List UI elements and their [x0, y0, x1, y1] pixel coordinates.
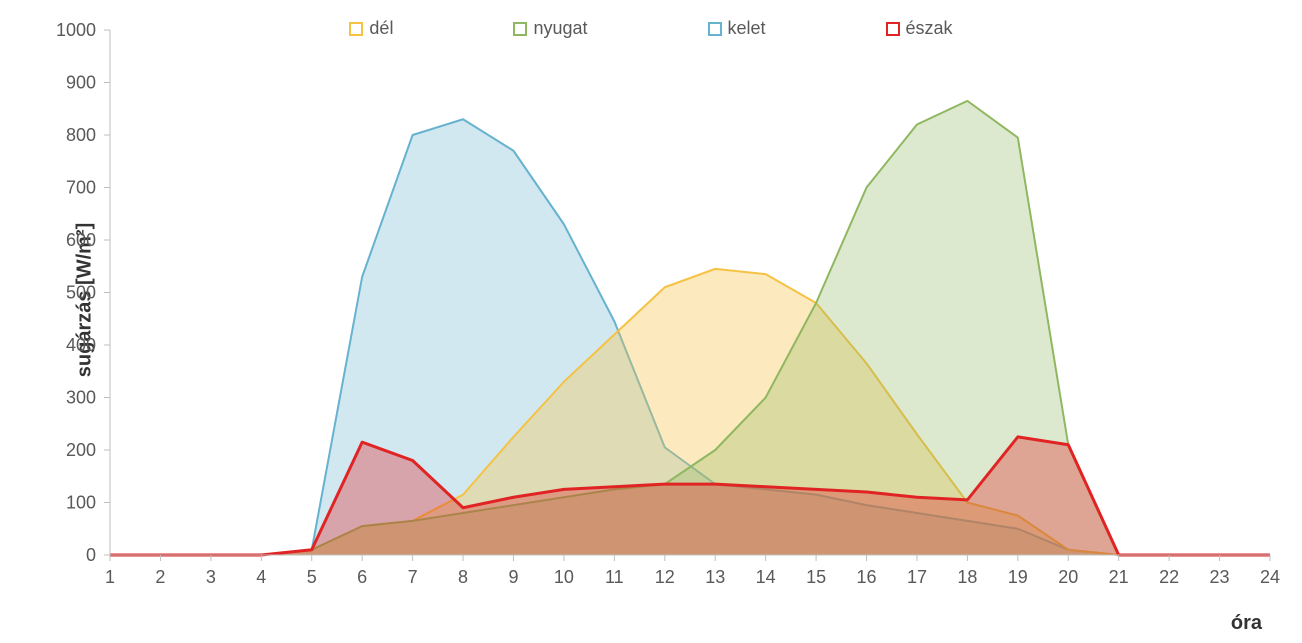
- x-tick-label: 1: [105, 567, 115, 587]
- x-tick-label: 24: [1260, 567, 1280, 587]
- y-tick-label: 700: [66, 178, 96, 198]
- x-tick-label: 15: [806, 567, 826, 587]
- x-tick-label: 2: [155, 567, 165, 587]
- y-tick-label: 900: [66, 73, 96, 93]
- x-tick-label: 12: [655, 567, 675, 587]
- x-tick-label: 14: [756, 567, 776, 587]
- y-tick-label: 200: [66, 440, 96, 460]
- x-tick-label: 17: [907, 567, 927, 587]
- y-tick-label: 300: [66, 388, 96, 408]
- x-axis-title: óra: [1231, 612, 1262, 635]
- x-tick-label: 20: [1058, 567, 1078, 587]
- x-tick-label: 16: [857, 567, 877, 587]
- x-tick-label: 4: [256, 567, 266, 587]
- y-tick-label: 0: [86, 545, 96, 565]
- x-tick-label: 18: [957, 567, 977, 587]
- solar-radiation-chart: délnyugatkeletészak sugárzás [W/m²] 0100…: [0, 0, 1302, 643]
- x-tick-label: 6: [357, 567, 367, 587]
- y-tick-label: 800: [66, 125, 96, 145]
- x-tick-label: 9: [508, 567, 518, 587]
- x-tick-label: 5: [307, 567, 317, 587]
- x-tick-label: 22: [1159, 567, 1179, 587]
- y-tick-label: 500: [66, 283, 96, 303]
- x-tick-label: 8: [458, 567, 468, 587]
- x-tick-label: 7: [408, 567, 418, 587]
- x-tick-label: 11: [605, 567, 624, 587]
- x-tick-label: 13: [705, 567, 725, 587]
- x-tick-label: 23: [1210, 567, 1230, 587]
- x-tick-label: 19: [1008, 567, 1028, 587]
- x-tick-label: 10: [554, 567, 574, 587]
- y-tick-label: 1000: [56, 20, 96, 40]
- x-tick-label: 21: [1109, 567, 1129, 587]
- y-tick-label: 100: [66, 493, 96, 513]
- y-tick-label: 600: [66, 230, 96, 250]
- x-tick-label: 3: [206, 567, 216, 587]
- y-tick-label: 400: [66, 335, 96, 355]
- chart-plot-svg: 0100200300400500600700800900100012345678…: [0, 0, 1302, 643]
